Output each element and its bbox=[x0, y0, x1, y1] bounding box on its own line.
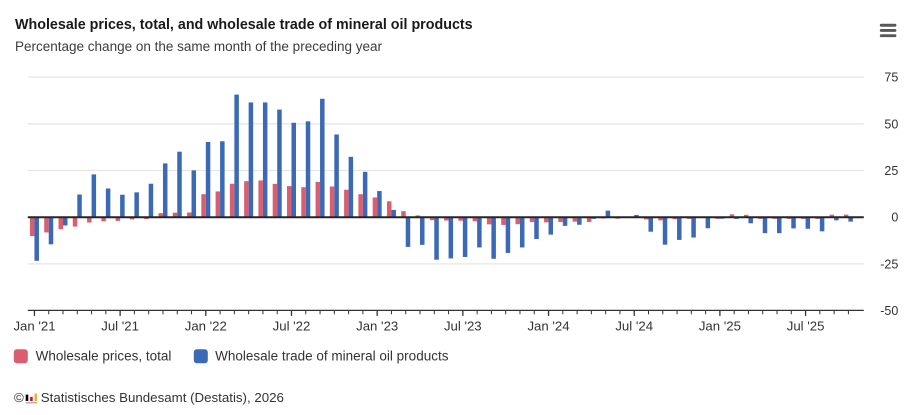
svg-text:Jul '24: Jul '24 bbox=[615, 319, 653, 334]
svg-text:Wholesale prices, total: Wholesale prices, total bbox=[36, 349, 172, 364]
svg-text:Jul '25: Jul '25 bbox=[787, 319, 825, 334]
svg-text:Jan '22: Jan '22 bbox=[185, 319, 227, 334]
svg-text:Statistisches Bundesamt (Desta: Statistisches Bundesamt (Destatis), 2026 bbox=[41, 390, 284, 405]
svg-text:-50: -50 bbox=[880, 304, 898, 318]
svg-text:25: 25 bbox=[884, 164, 898, 178]
svg-text:Jan '23: Jan '23 bbox=[356, 319, 398, 334]
svg-text:©: © bbox=[14, 390, 24, 405]
svg-text:Percentage change on the same: Percentage change on the same month of t… bbox=[15, 39, 382, 54]
svg-text:Jan '25: Jan '25 bbox=[699, 319, 741, 334]
svg-text:Wholesale trade of mineral oil: Wholesale trade of mineral oil products bbox=[215, 349, 449, 364]
svg-text:Jul '23: Jul '23 bbox=[444, 319, 482, 334]
svg-text:50: 50 bbox=[884, 117, 898, 131]
svg-text:Jan '24: Jan '24 bbox=[527, 319, 569, 334]
svg-text:Jul '22: Jul '22 bbox=[273, 319, 311, 334]
svg-text:Jan '21: Jan '21 bbox=[13, 319, 55, 334]
svg-text:Jul '21: Jul '21 bbox=[101, 319, 139, 334]
svg-text:-25: -25 bbox=[880, 257, 898, 271]
svg-text:Wholesale prices, total, and w: Wholesale prices, total, and wholesale t… bbox=[15, 17, 473, 33]
svg-text:0: 0 bbox=[891, 211, 898, 225]
svg-text:75: 75 bbox=[884, 71, 898, 85]
